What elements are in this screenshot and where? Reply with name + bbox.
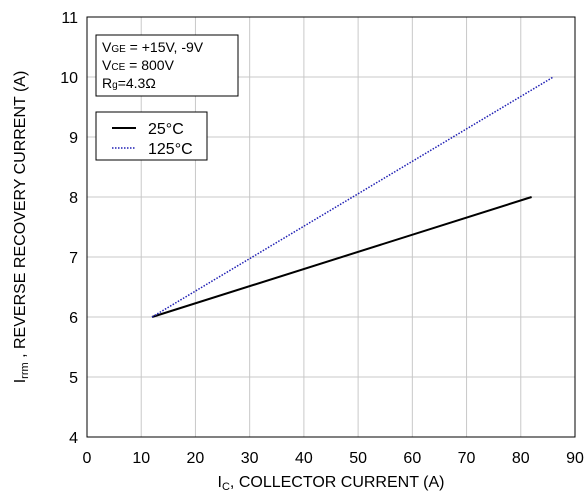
x-axis-label-main: I [218,474,222,491]
y-tick-label: 7 [69,250,78,267]
series-line-25c [151,196,532,318]
y-tick-label: 6 [69,310,78,327]
condition-rg: Rg=4.3Ω [102,75,156,91]
x-tick-label: 30 [241,450,259,467]
x-tick-label: 40 [295,450,313,467]
y-axis-label-rest: , REVERSE RECOVERY CURRENT (A) [12,71,29,363]
legend: 25°C 125°C [95,111,208,161]
y-tick-label: 10 [60,70,78,87]
y-tick-label: 5 [69,370,78,387]
x-tick-label: 50 [349,450,367,467]
conditions-box-frame [95,34,239,97]
grid [87,17,575,437]
x-tick-label: 10 [132,450,150,467]
y-tick-label: 4 [69,430,78,447]
y-tick-labels: 4 5 6 7 8 9 10 11 [60,10,78,447]
y-tick-label: 8 [69,190,78,207]
condition-vce-rest: = 800V [125,57,174,73]
x-tick-label: 80 [512,450,530,467]
legend-label-25c: 25°C [148,121,184,138]
conditions-box: VGE = +15V, -9V VCE = 800V Rg=4.3Ω [95,34,239,97]
y-tick-label: 11 [61,10,78,27]
plot-frame [86,16,576,438]
condition-vce-sub: CE [111,62,125,73]
condition-rg-rest: =4.3Ω [118,75,156,91]
condition-vge-main: V [102,39,112,55]
condition-vge-rest: = +15V, -9V [126,39,204,55]
x-axis-label: IC, COLLECTOR CURRENT (A) [218,474,445,493]
condition-rg-sub: g [112,80,118,91]
condition-vge-sub: GE [111,44,126,55]
x-axis-label-sub: C [222,481,230,493]
condition-vce: VCE = 800V [102,57,175,73]
x-tick-label: 60 [403,450,421,467]
x-tick-label: 70 [458,450,476,467]
y-axis-label: Irrm , REVERSE RECOVERY CURRENT (A) [12,71,31,384]
legend-label-125c: 125°C [148,141,193,158]
x-tick-label: 90 [566,450,584,467]
y-tick-label: 9 [69,130,78,147]
y-axis-label-main: I [12,379,29,383]
legend-frame [95,111,208,161]
x-tick-label: 0 [83,450,92,467]
x-axis-label-rest: , COLLECTOR CURRENT (A) [230,474,445,491]
series-group [151,76,554,318]
y-axis-label-sub: rrm [19,362,31,379]
condition-rg-main: R [102,75,112,91]
x-tick-labels: 0 10 20 30 40 50 60 70 80 90 [83,450,584,467]
condition-vce-main: V [102,57,112,73]
condition-vge: VGE = +15V, -9V [102,39,204,55]
x-tick-label: 20 [187,450,205,467]
